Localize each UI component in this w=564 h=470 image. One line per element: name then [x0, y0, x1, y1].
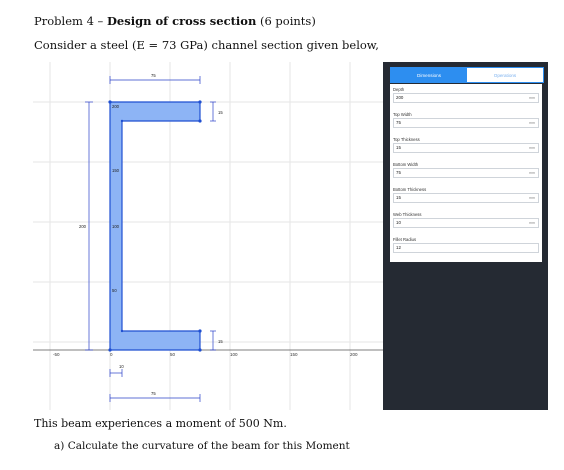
- properties-panel: Dimensions Operations Depth 200 mm Top Wi…: [383, 62, 548, 410]
- x-tick-label: 150: [290, 352, 298, 357]
- field-label: Top Width: [393, 112, 412, 117]
- x-tick-label: -50: [53, 352, 60, 357]
- problem-heading: Problem 4 – Design of cross section (6 p…: [34, 14, 316, 28]
- dim-web-lower: 50: [112, 288, 117, 293]
- top-thickness-input[interactable]: 15 mm: [393, 143, 539, 153]
- x-tick-label: 50: [170, 352, 176, 357]
- fillet-radius-input[interactable]: 12: [393, 243, 539, 253]
- field-top-width: Top Width 75 mm: [393, 112, 539, 128]
- dim-web-thickness: 10: [119, 364, 124, 369]
- top-width-input[interactable]: 75 mm: [393, 118, 539, 128]
- field-fillet-radius: Fillet Radius 12: [393, 237, 539, 253]
- problem-points: (6 points): [256, 14, 316, 28]
- section-drawing: -50 0 50 100 150 200: [33, 62, 383, 410]
- dimensions-card: Depth 200 mm Top Width 75 mm Top Thickness…: [390, 84, 542, 262]
- x-tick-label: 0: [110, 352, 113, 357]
- dim-top-corner: 200: [112, 104, 120, 109]
- grid-lines: [33, 62, 383, 410]
- section-vertices: [108, 100, 202, 352]
- field-web-thickness: Web Thickness 10 mm: [393, 212, 539, 228]
- x-tick-label: 100: [230, 352, 238, 357]
- web-thickness-input[interactable]: 10 mm: [393, 218, 539, 228]
- x-tick-label: 200: [350, 352, 358, 357]
- dim-inner-depth: 100: [112, 224, 120, 229]
- dim-depth: 200: [79, 224, 87, 229]
- unit-label: mm: [529, 146, 535, 150]
- field-label: Top Thickness: [393, 137, 420, 142]
- bottom-width-input[interactable]: 75 mm: [393, 168, 539, 178]
- unit-label: mm: [529, 121, 535, 125]
- field-bottom-thickness: Bottom Thickness 15 mm: [393, 187, 539, 203]
- panel-tabs: Dimensions Operations: [390, 67, 544, 83]
- field-top-thickness: Top Thickness 15 mm: [393, 137, 539, 153]
- channel-section-shape[interactable]: [109, 101, 201, 351]
- dim-bottom-width: 75: [151, 391, 156, 396]
- dimension-lines: [85, 76, 216, 402]
- field-label: Web Thickness: [393, 212, 422, 217]
- problem-prefix: Problem 4 –: [34, 14, 107, 28]
- field-depth: Depth 200 mm: [393, 87, 539, 103]
- moment-statement: This beam experiences a moment of 500 Nm…: [34, 417, 287, 430]
- field-label: Fillet Radius: [393, 237, 417, 242]
- unit-label: mm: [529, 221, 535, 225]
- dim-top-thickness: 15: [218, 110, 223, 115]
- tab-operations[interactable]: Operations: [467, 68, 543, 82]
- problem-intro: Consider a steel (E = 73 GPa) channel se…: [34, 38, 379, 52]
- dim-bottom-thickness: 15: [218, 339, 223, 344]
- unit-label: mm: [529, 96, 535, 100]
- bottom-thickness-input[interactable]: 15 mm: [393, 193, 539, 203]
- section-figure: -50 0 50 100 150 200: [33, 62, 548, 410]
- section-canvas[interactable]: -50 0 50 100 150 200: [33, 62, 383, 410]
- dim-top-width: 75: [151, 73, 156, 78]
- unit-label: mm: [529, 196, 535, 200]
- field-label: Bottom Width: [393, 162, 419, 167]
- tab-dimensions[interactable]: Dimensions: [391, 68, 467, 82]
- question-a: a) Calculate the curvature of the beam f…: [54, 440, 350, 452]
- unit-label: mm: [529, 171, 535, 175]
- problem-title: Design of cross section: [106, 14, 257, 28]
- field-label: Depth: [393, 87, 405, 92]
- dim-web-upper: 150: [112, 168, 120, 173]
- field-label: Bottom Thickness: [393, 187, 427, 192]
- depth-input[interactable]: 200 mm: [393, 93, 539, 103]
- field-bottom-width: Bottom Width 75 mm: [393, 162, 539, 178]
